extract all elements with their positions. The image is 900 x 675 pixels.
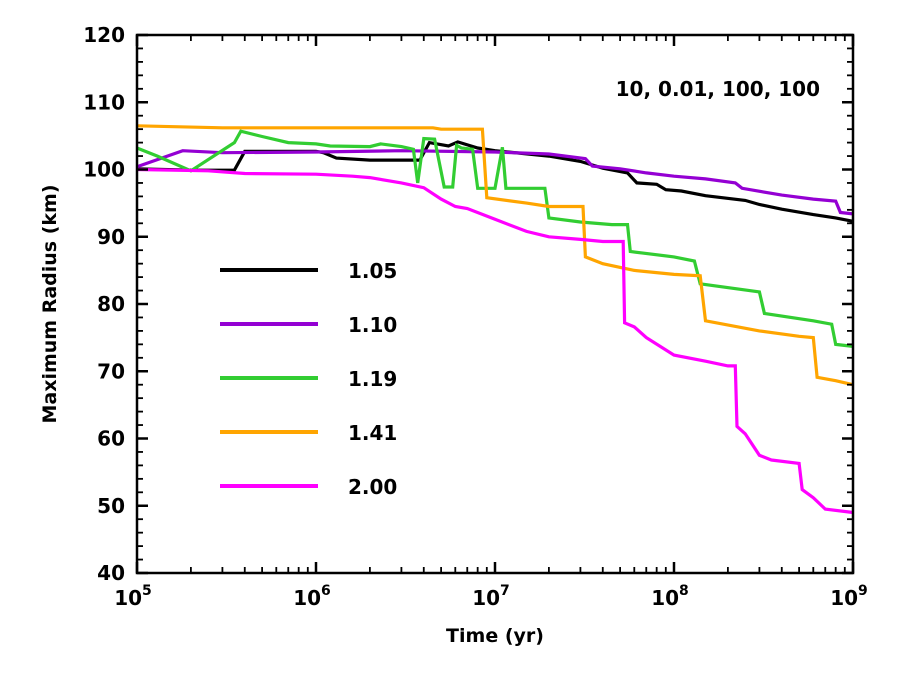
- x-tick-label: 109: [830, 583, 868, 610]
- y-tick-label: 70: [97, 359, 125, 383]
- y-tick-label: 80: [97, 292, 125, 316]
- y-axis-label: Maximum Radius (km): [39, 184, 61, 423]
- x-tick-label: 106: [293, 583, 331, 610]
- series-line-1-19: [136, 129, 854, 348]
- series-line-2-00: [136, 167, 854, 515]
- y-tick-label: 90: [97, 225, 125, 249]
- y-tick-label: 100: [83, 158, 125, 182]
- x-tick-label: 108: [651, 583, 689, 610]
- y-tick-label: 40: [97, 561, 125, 585]
- y-tick-label: 50: [97, 494, 125, 518]
- legend-label-1-10: 1.10: [348, 313, 397, 337]
- x-axis-label: Time (yr): [446, 625, 544, 647]
- legend-label-1-19: 1.19: [348, 367, 397, 391]
- x-tick-label: 107: [472, 583, 510, 610]
- axis-layer: 40 50 60 70 80 90 100 110 120 105 106 107 108 109: [83, 23, 868, 610]
- chart-annotation: 10, 0.01, 100, 100: [616, 77, 820, 101]
- legend-label-2-00: 2.00: [348, 475, 397, 499]
- y-tick-label: 120: [83, 23, 125, 47]
- plot-frame: [135, 33, 855, 575]
- legend-label-1-05: 1.05: [348, 259, 397, 283]
- series-line-1-10: [136, 149, 854, 216]
- series-line-1-41: [136, 124, 854, 387]
- x-tick-label: 105: [114, 583, 152, 610]
- series-layer: [136, 124, 854, 515]
- legend: 1.05 1.10 1.19 1.41 2.00: [220, 259, 397, 499]
- y-tick-label: 60: [97, 427, 125, 451]
- y-tick-label: 110: [83, 90, 125, 114]
- legend-label-1-41: 1.41: [348, 421, 397, 445]
